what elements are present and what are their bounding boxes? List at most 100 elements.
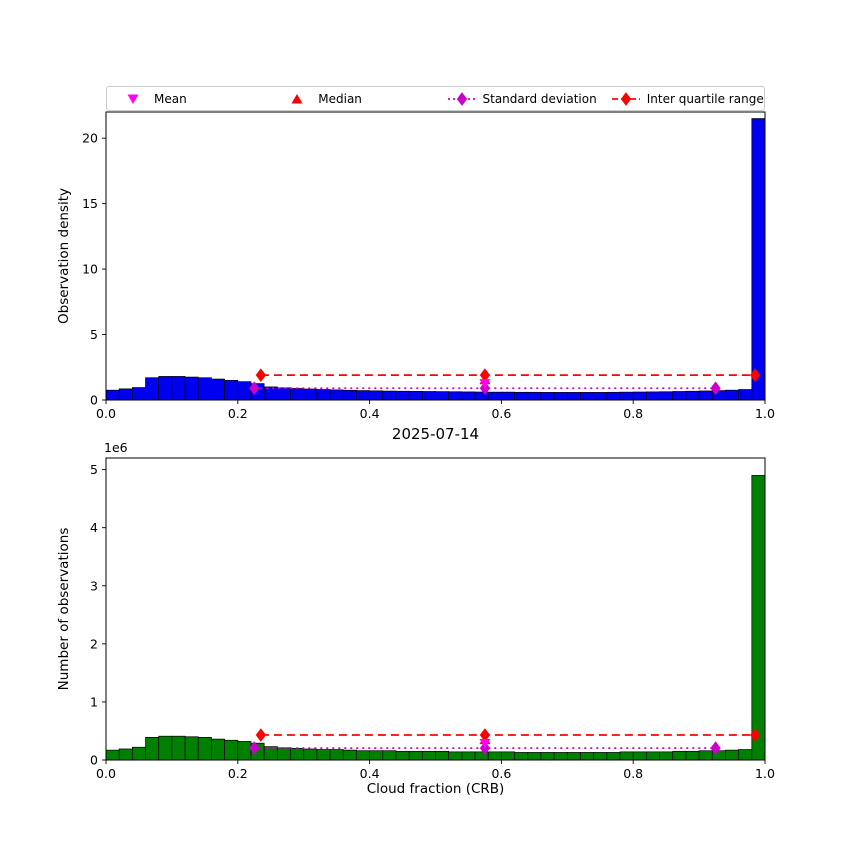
x-tick-label: 0.0 bbox=[96, 406, 116, 421]
histogram-bar bbox=[145, 377, 160, 401]
y-tick-label: 10 bbox=[82, 262, 98, 277]
x-tick-label: 1.0 bbox=[755, 406, 775, 421]
x-tick-label: 0.2 bbox=[228, 406, 248, 421]
y-tick-label: 5 bbox=[90, 462, 98, 477]
histogram-bar bbox=[553, 392, 568, 401]
diamond-icon bbox=[447, 91, 476, 106]
legend-item-inter-quartile-range: Inter quartile range bbox=[600, 92, 764, 106]
histogram-bar bbox=[290, 388, 305, 401]
histogram-bar bbox=[738, 389, 753, 401]
histogram-bar bbox=[197, 736, 212, 761]
histogram-bar bbox=[158, 376, 173, 401]
histogram-bar bbox=[369, 750, 384, 761]
histogram-bar bbox=[435, 391, 450, 401]
histogram-bar bbox=[448, 751, 463, 761]
y-axis-offset-text: 1e6 bbox=[104, 440, 128, 455]
median-marker-icon bbox=[291, 93, 303, 103]
y-tick-label: 0 bbox=[90, 393, 98, 408]
std-marker bbox=[249, 741, 260, 755]
y-axis-label-top: Observation density bbox=[56, 188, 72, 324]
y-tick-label: 15 bbox=[82, 196, 98, 211]
histogram-bar bbox=[580, 392, 595, 401]
histogram-bar bbox=[659, 391, 674, 401]
std-marker bbox=[710, 381, 721, 396]
legend-label: Standard deviation bbox=[482, 91, 597, 106]
histogram-bar bbox=[329, 389, 344, 401]
histogram-bar bbox=[461, 391, 476, 401]
x-tick-label: 0.6 bbox=[491, 406, 511, 421]
x-tick-label: 0.4 bbox=[360, 766, 380, 781]
histogram-bar bbox=[501, 391, 515, 401]
histogram-bar bbox=[698, 750, 713, 761]
histogram-plot-1: 0.0 0.2 0.4 0.6 0.8 1.0 0 1 2 3 4 5 bbox=[90, 457, 775, 781]
histogram-bar bbox=[527, 391, 542, 401]
histogram-bar bbox=[342, 389, 357, 401]
y-tick-label: 1 bbox=[90, 694, 98, 709]
histogram-bar bbox=[593, 752, 608, 761]
histogram-bar bbox=[527, 752, 542, 761]
histogram-bar bbox=[263, 746, 278, 761]
histogram-bar bbox=[487, 751, 502, 761]
histogram-bar bbox=[751, 475, 766, 761]
histogram-bar bbox=[672, 391, 687, 401]
histogram-bar bbox=[672, 750, 687, 761]
triangle-up-icon bbox=[291, 93, 303, 103]
histogram-bar bbox=[659, 751, 674, 761]
histogram-bar bbox=[395, 750, 410, 761]
histogram-bar bbox=[356, 750, 370, 761]
diamond-marker-icon bbox=[456, 91, 467, 106]
std-marker bbox=[249, 381, 260, 396]
mean-marker bbox=[479, 738, 491, 749]
histogram-bar bbox=[237, 741, 252, 761]
histogram-bar bbox=[276, 747, 291, 761]
histogram-bar bbox=[211, 378, 225, 401]
y-tick-label: 5 bbox=[90, 327, 98, 342]
histogram-bar bbox=[395, 390, 410, 401]
histogram-bar bbox=[514, 752, 529, 761]
histogram-bar bbox=[540, 752, 555, 761]
legend-item-mean: Mean bbox=[107, 92, 271, 106]
axes-frame bbox=[105, 111, 766, 401]
x-tick-label: 1.0 bbox=[755, 766, 775, 781]
histogram-bar bbox=[303, 748, 318, 761]
histogram-bar bbox=[105, 389, 120, 401]
histogram-plot-0: 0.0 0.2 0.4 0.6 0.8 1.0 0 5 10 15 20 bbox=[82, 111, 775, 421]
histogram-bar bbox=[158, 735, 173, 761]
legend-item-standard-deviation: Standard deviation bbox=[436, 92, 600, 106]
legend-label: Mean bbox=[154, 91, 187, 106]
std-marker bbox=[710, 741, 721, 755]
mean-marker bbox=[479, 379, 491, 389]
histogram-bar bbox=[738, 749, 753, 761]
histogram-bar bbox=[171, 376, 186, 401]
histogram-bar bbox=[751, 118, 766, 401]
histogram-bar bbox=[171, 735, 186, 761]
plot-title: 2025-07-14 bbox=[391, 425, 480, 443]
histogram-bar bbox=[132, 387, 146, 401]
histogram-bar bbox=[118, 388, 133, 401]
histogram-bar bbox=[725, 749, 739, 761]
histogram-bar bbox=[421, 750, 436, 761]
histogram-bar bbox=[316, 749, 331, 761]
diamond-marker-icon bbox=[620, 91, 631, 106]
histogram-bar bbox=[316, 389, 331, 401]
histogram-bar bbox=[303, 388, 318, 401]
x-tick-label: 0.2 bbox=[228, 766, 248, 781]
histogram-bar bbox=[487, 391, 502, 401]
histogram-bar bbox=[184, 736, 199, 761]
x-tick-label: 0.8 bbox=[623, 766, 643, 781]
x-tick-label: 0.8 bbox=[623, 406, 643, 421]
histogram-bar bbox=[105, 749, 120, 761]
x-axis-label: Cloud fraction (CRB) bbox=[366, 781, 505, 797]
histogram-bar bbox=[382, 750, 397, 761]
histogram-bar bbox=[685, 390, 700, 401]
histogram-bar bbox=[725, 389, 739, 401]
histogram-bar bbox=[685, 750, 700, 761]
histogram-bar bbox=[698, 390, 713, 401]
histogram-bar bbox=[211, 738, 225, 761]
histogram-bar bbox=[632, 391, 647, 401]
histogram-bar bbox=[553, 752, 568, 761]
histogram-bar bbox=[145, 736, 160, 761]
y-tick-label: 4 bbox=[90, 520, 98, 535]
y-tick-label: 20 bbox=[82, 131, 98, 146]
histogram-bar bbox=[632, 751, 647, 761]
